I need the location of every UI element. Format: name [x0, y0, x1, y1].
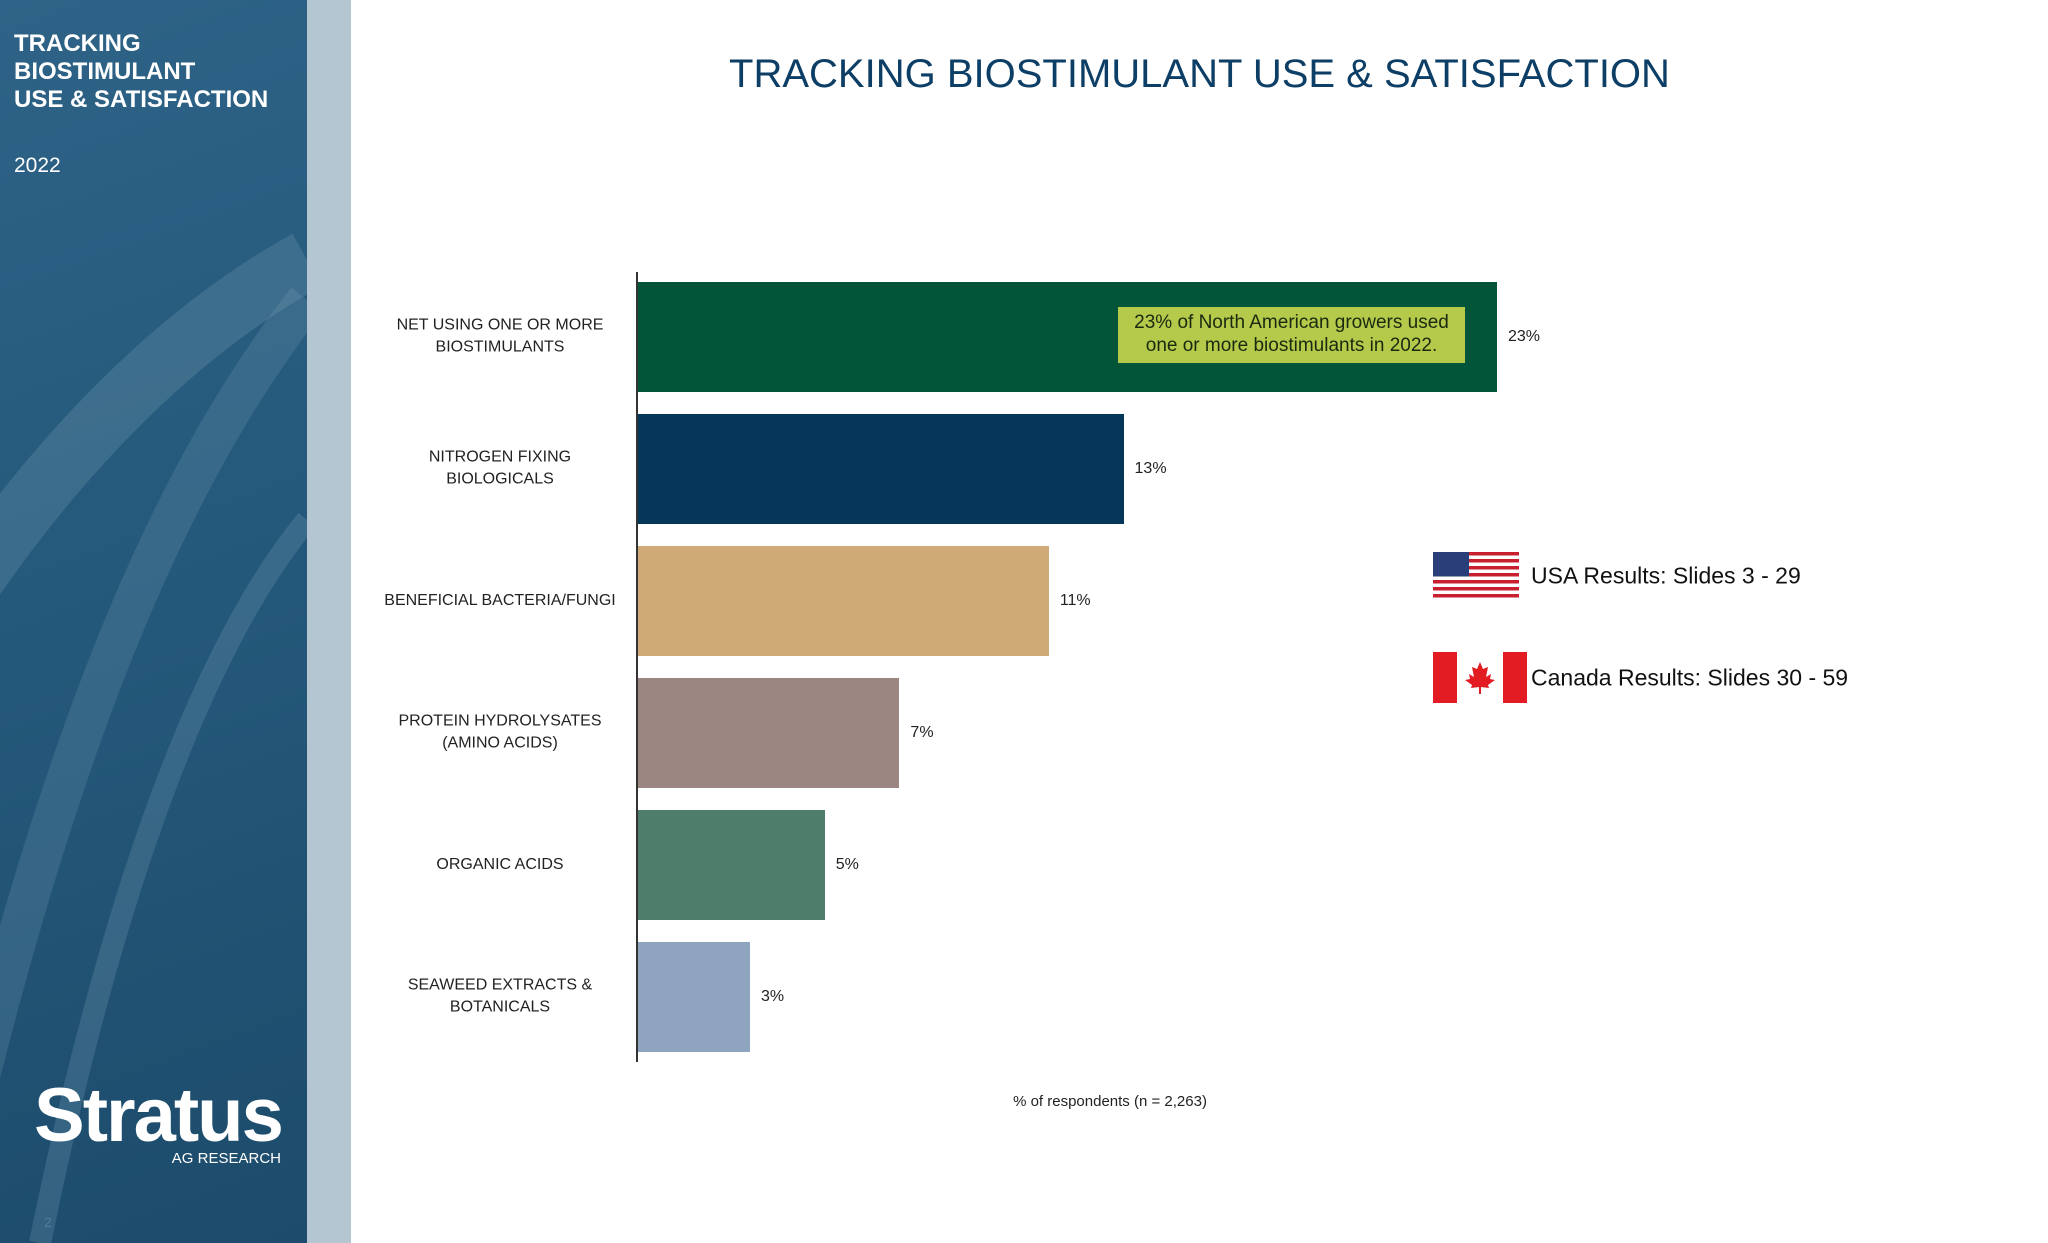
annotation-line: 23% of North American growers used — [1134, 312, 1449, 334]
sidebar-year: 2022 — [14, 154, 61, 177]
value-label: 7% — [910, 724, 934, 741]
value-label: 3% — [761, 988, 785, 1005]
canada-results[interactable]: Canada Results: Slides 30 - 59 — [1531, 664, 1849, 691]
bar — [638, 546, 1049, 656]
category-label: BENEFICIAL BACTERIA/FUNGI — [384, 591, 616, 609]
bar — [638, 942, 751, 1052]
sidebar-title: TRACKING — [14, 30, 141, 57]
logo-subtitle: AG RESEARCH — [171, 1150, 281, 1167]
value-label: 11% — [1059, 592, 1091, 609]
value-label: 13% — [1134, 460, 1167, 477]
sidebar-strip — [307, 0, 351, 1243]
sidebar-title: BIOSTIMULANT — [14, 58, 196, 85]
bar — [638, 810, 825, 920]
usa-results[interactable]: USA Results: Slides 3 - 29 — [1531, 562, 1801, 589]
category-axis — [636, 272, 638, 1062]
annotation-box: 23% of North American growers used one o… — [1118, 307, 1465, 363]
bar — [638, 414, 1124, 524]
sidebar-title: USE & SATISFACTION — [14, 86, 269, 113]
category-label: NITROGEN FIXING BIOLOGICALS — [428, 448, 572, 488]
category-label: SEAWEED EXTRACTS & BOTANICALS — [407, 976, 593, 1016]
value-label: 23% — [1508, 328, 1541, 345]
category-label: NET USING ONE OR MORE BIOSTIMULANTS — [396, 316, 604, 356]
page-number: 2 — [44, 1214, 52, 1230]
canada-flag — [1433, 652, 1527, 703]
bar — [638, 678, 900, 788]
sidebar: TRACKING BIOSTIMULANT USE & SATISFACTION… — [0, 0, 307, 1243]
annotation-line: one or more biostimulants in 2022. — [1145, 335, 1438, 356]
category-label: ORGANIC ACIDS — [436, 855, 564, 873]
x-axis-label: % of respondents (n = 2,263) — [1013, 1093, 1207, 1110]
logo: Stratus — [34, 1073, 284, 1158]
chart-title: TRACKING BIOSTIMULANT USE & SATISFACTION — [729, 52, 1670, 96]
category-label: PROTEIN HYDROLYSATES (AMINO ACIDS) — [398, 712, 602, 752]
usa-flag — [1433, 552, 1519, 598]
sidebar-pattern — [0, 233, 307, 1243]
value-label: 5% — [835, 856, 859, 873]
